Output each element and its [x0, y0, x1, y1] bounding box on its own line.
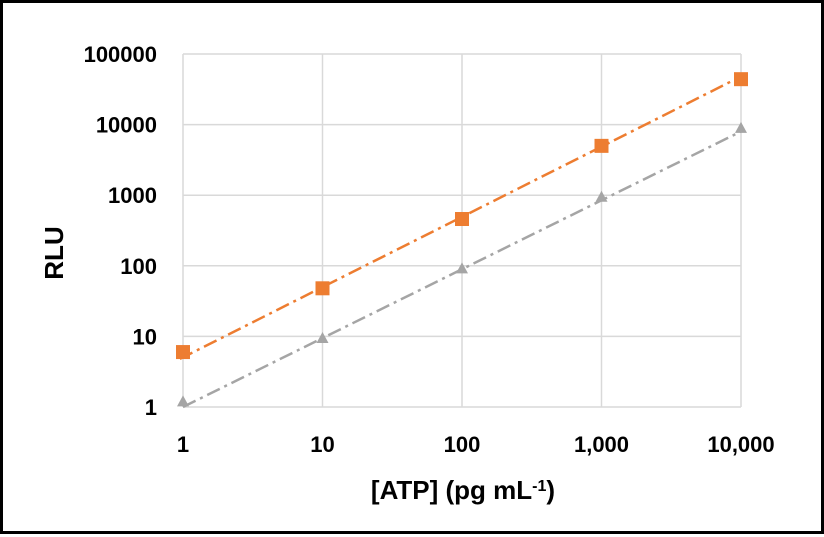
x-axis-title-main: [ATP] (pg mL — [371, 475, 532, 505]
series-1-point — [176, 345, 190, 360]
x-tick-label: 100 — [444, 432, 481, 457]
y-tick-label: 100 — [120, 254, 157, 279]
x-axis-title: [ATP] (pg mL-1) — [371, 475, 555, 505]
y-tick-label: 100000 — [84, 42, 157, 67]
x-axis-title-suffix: ) — [546, 475, 555, 505]
y-axis-title: RLU — [39, 226, 69, 279]
x-tick-label: 1 — [177, 432, 189, 457]
y-tick-label: 10000 — [96, 113, 157, 138]
marker-layer — [176, 72, 748, 407]
trendline-layer — [179, 74, 744, 409]
x-tick-label: 10,000 — [707, 432, 774, 457]
series-1-point — [315, 281, 330, 296]
series-1-point — [455, 212, 469, 227]
x-tick-label: 10 — [310, 432, 334, 457]
series-2-point — [595, 190, 608, 202]
series-1-point — [734, 72, 748, 87]
grid-layer — [182, 53, 742, 408]
x-tick-label: 1,000 — [574, 432, 629, 457]
x-axis-title-superscript: -1 — [532, 478, 546, 495]
series-2-trendline — [182, 130, 742, 409]
tick-label-layer: 1 10 100 1000 10000 100000 1 10 100 1,000 10,000 — [84, 42, 775, 457]
y-tick-label: 1000 — [108, 183, 157, 208]
y-tick-label: 1 — [145, 395, 157, 420]
y-tick-label: 10 — [133, 324, 157, 349]
series-2-point — [316, 331, 329, 343]
series-2-point — [735, 121, 747, 133]
chart-svg: 1 10 100 1000 10000 100000 1 10 100 1,000 10,000 R… — [39, 42, 775, 505]
series-2-point — [456, 262, 468, 274]
series-2-point — [177, 395, 189, 407]
series-1-trendline — [179, 74, 744, 361]
series-1-point — [594, 138, 609, 153]
